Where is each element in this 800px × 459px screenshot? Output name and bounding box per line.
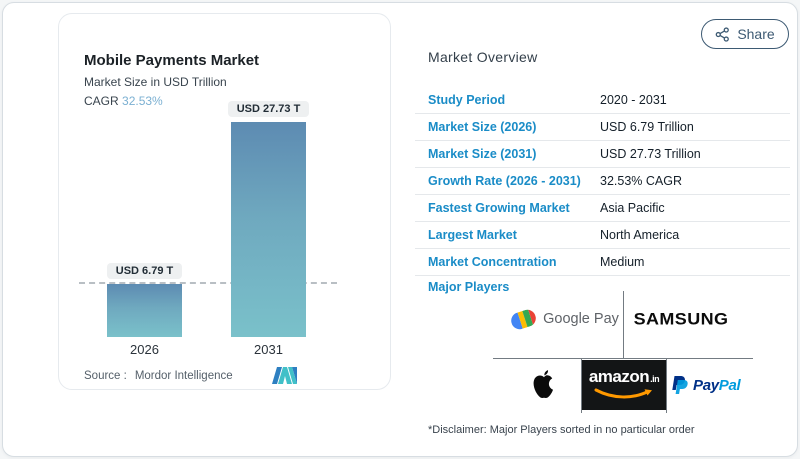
amazon-logo: amazon .in — [582, 360, 666, 410]
paypal-text-2: Pal — [718, 376, 741, 394]
row-value: 32.53% CAGR — [600, 174, 682, 188]
overview-table: Study Period 2020 - 2031 Market Size (20… — [415, 87, 790, 276]
paypal-icon — [672, 376, 688, 394]
amazon-wordmark: amazon .in — [588, 367, 660, 387]
logo-grid-divider — [581, 358, 582, 413]
cagr-value: 32.53% — [122, 94, 163, 108]
share-label: Share — [737, 26, 775, 42]
row-label: Market Size (2031) — [428, 147, 537, 161]
chart-cagr: CAGR 32.53% — [84, 94, 163, 108]
row-market-size-2031: Market Size (2031) USD 27.73 Trillion — [415, 141, 790, 168]
apple-logo-icon — [533, 370, 554, 398]
mordor-intelligence-logo-icon — [272, 367, 297, 384]
bar-2031 — [231, 122, 306, 337]
chart-title: Mobile Payments Market — [84, 52, 260, 69]
row-label: Fastest Growing Market — [428, 201, 570, 215]
share-button[interactable]: Share — [701, 19, 789, 49]
row-label: Market Concentration — [428, 255, 557, 269]
row-fastest-growing-market: Fastest Growing Market Asia Pacific — [415, 195, 790, 222]
amazon-text: amazon — [588, 367, 650, 386]
row-value: 2020 - 2031 — [600, 93, 667, 107]
amazon-suffix: .in — [650, 374, 660, 384]
x-tick-2026: 2026 — [130, 342, 159, 357]
reference-line — [79, 282, 337, 284]
disclaimer-text: *Disclaimer: Major Players sorted in no … — [428, 424, 695, 436]
paypal-wordmark: PayPal — [693, 376, 741, 394]
overview-heading: Market Overview — [428, 49, 538, 65]
bar-value-badge: USD 27.73 T — [227, 101, 310, 117]
source-value: Mordor Intelligence — [134, 370, 233, 382]
bar-group-2026: USD 6.79 T 2026 — [106, 263, 183, 361]
google-pay-wordmark: Google Pay — [543, 311, 619, 327]
row-market-size-2026: Market Size (2026) USD 6.79 Trillion — [415, 114, 790, 141]
row-value: Asia Pacific — [600, 201, 665, 215]
source-label: Source : — [84, 370, 127, 382]
samsung-logo: SAMSUNG — [633, 309, 729, 328]
bar-group-2031: USD 27.73 T 2031 — [227, 101, 310, 361]
chart-source: Source : Mordor Intelligence — [84, 370, 233, 382]
row-value: USD 6.79 Trillion — [600, 120, 694, 134]
row-label: Growth Rate (2026 - 2031) — [428, 174, 581, 188]
chart-panel: Mobile Payments Market Market Size in US… — [58, 13, 391, 390]
bar-2026 — [107, 284, 182, 337]
row-study-period: Study Period 2020 - 2031 — [415, 87, 790, 114]
row-value: USD 27.73 Trillion — [600, 147, 701, 161]
major-players-label: Major Players — [428, 280, 510, 294]
bar-chart: USD 6.79 T 2026 USD 27.73 T 2031 — [79, 99, 372, 361]
paypal-logo: PayPal — [671, 373, 751, 397]
google-pay-icon — [509, 307, 539, 331]
row-value: Medium — [600, 255, 645, 269]
x-tick-2031: 2031 — [254, 342, 283, 357]
share-icon — [715, 26, 730, 42]
amazon-smile-icon — [594, 388, 652, 399]
google-pay-logo: Google Pay — [509, 306, 619, 332]
chart-subtitle: Market Size in USD Trillion — [84, 75, 227, 89]
bar-value-badge: USD 6.79 T — [106, 263, 183, 279]
row-largest-market: Largest Market North America — [415, 222, 790, 249]
row-market-concentration: Market Concentration Medium — [415, 249, 790, 276]
paypal-text-1: Pay — [693, 376, 719, 394]
row-label: Market Size (2026) — [428, 120, 537, 134]
cagr-label: CAGR — [84, 94, 119, 108]
row-value: North America — [600, 228, 680, 242]
row-label: Largest Market — [428, 228, 517, 242]
row-growth-rate: Growth Rate (2026 - 2031) 32.53% CAGR — [415, 168, 790, 195]
row-label: Study Period — [428, 93, 506, 107]
logo-grid-divider — [666, 358, 667, 413]
logo-grid-divider — [623, 291, 624, 358]
logo-grid-divider — [493, 358, 753, 359]
